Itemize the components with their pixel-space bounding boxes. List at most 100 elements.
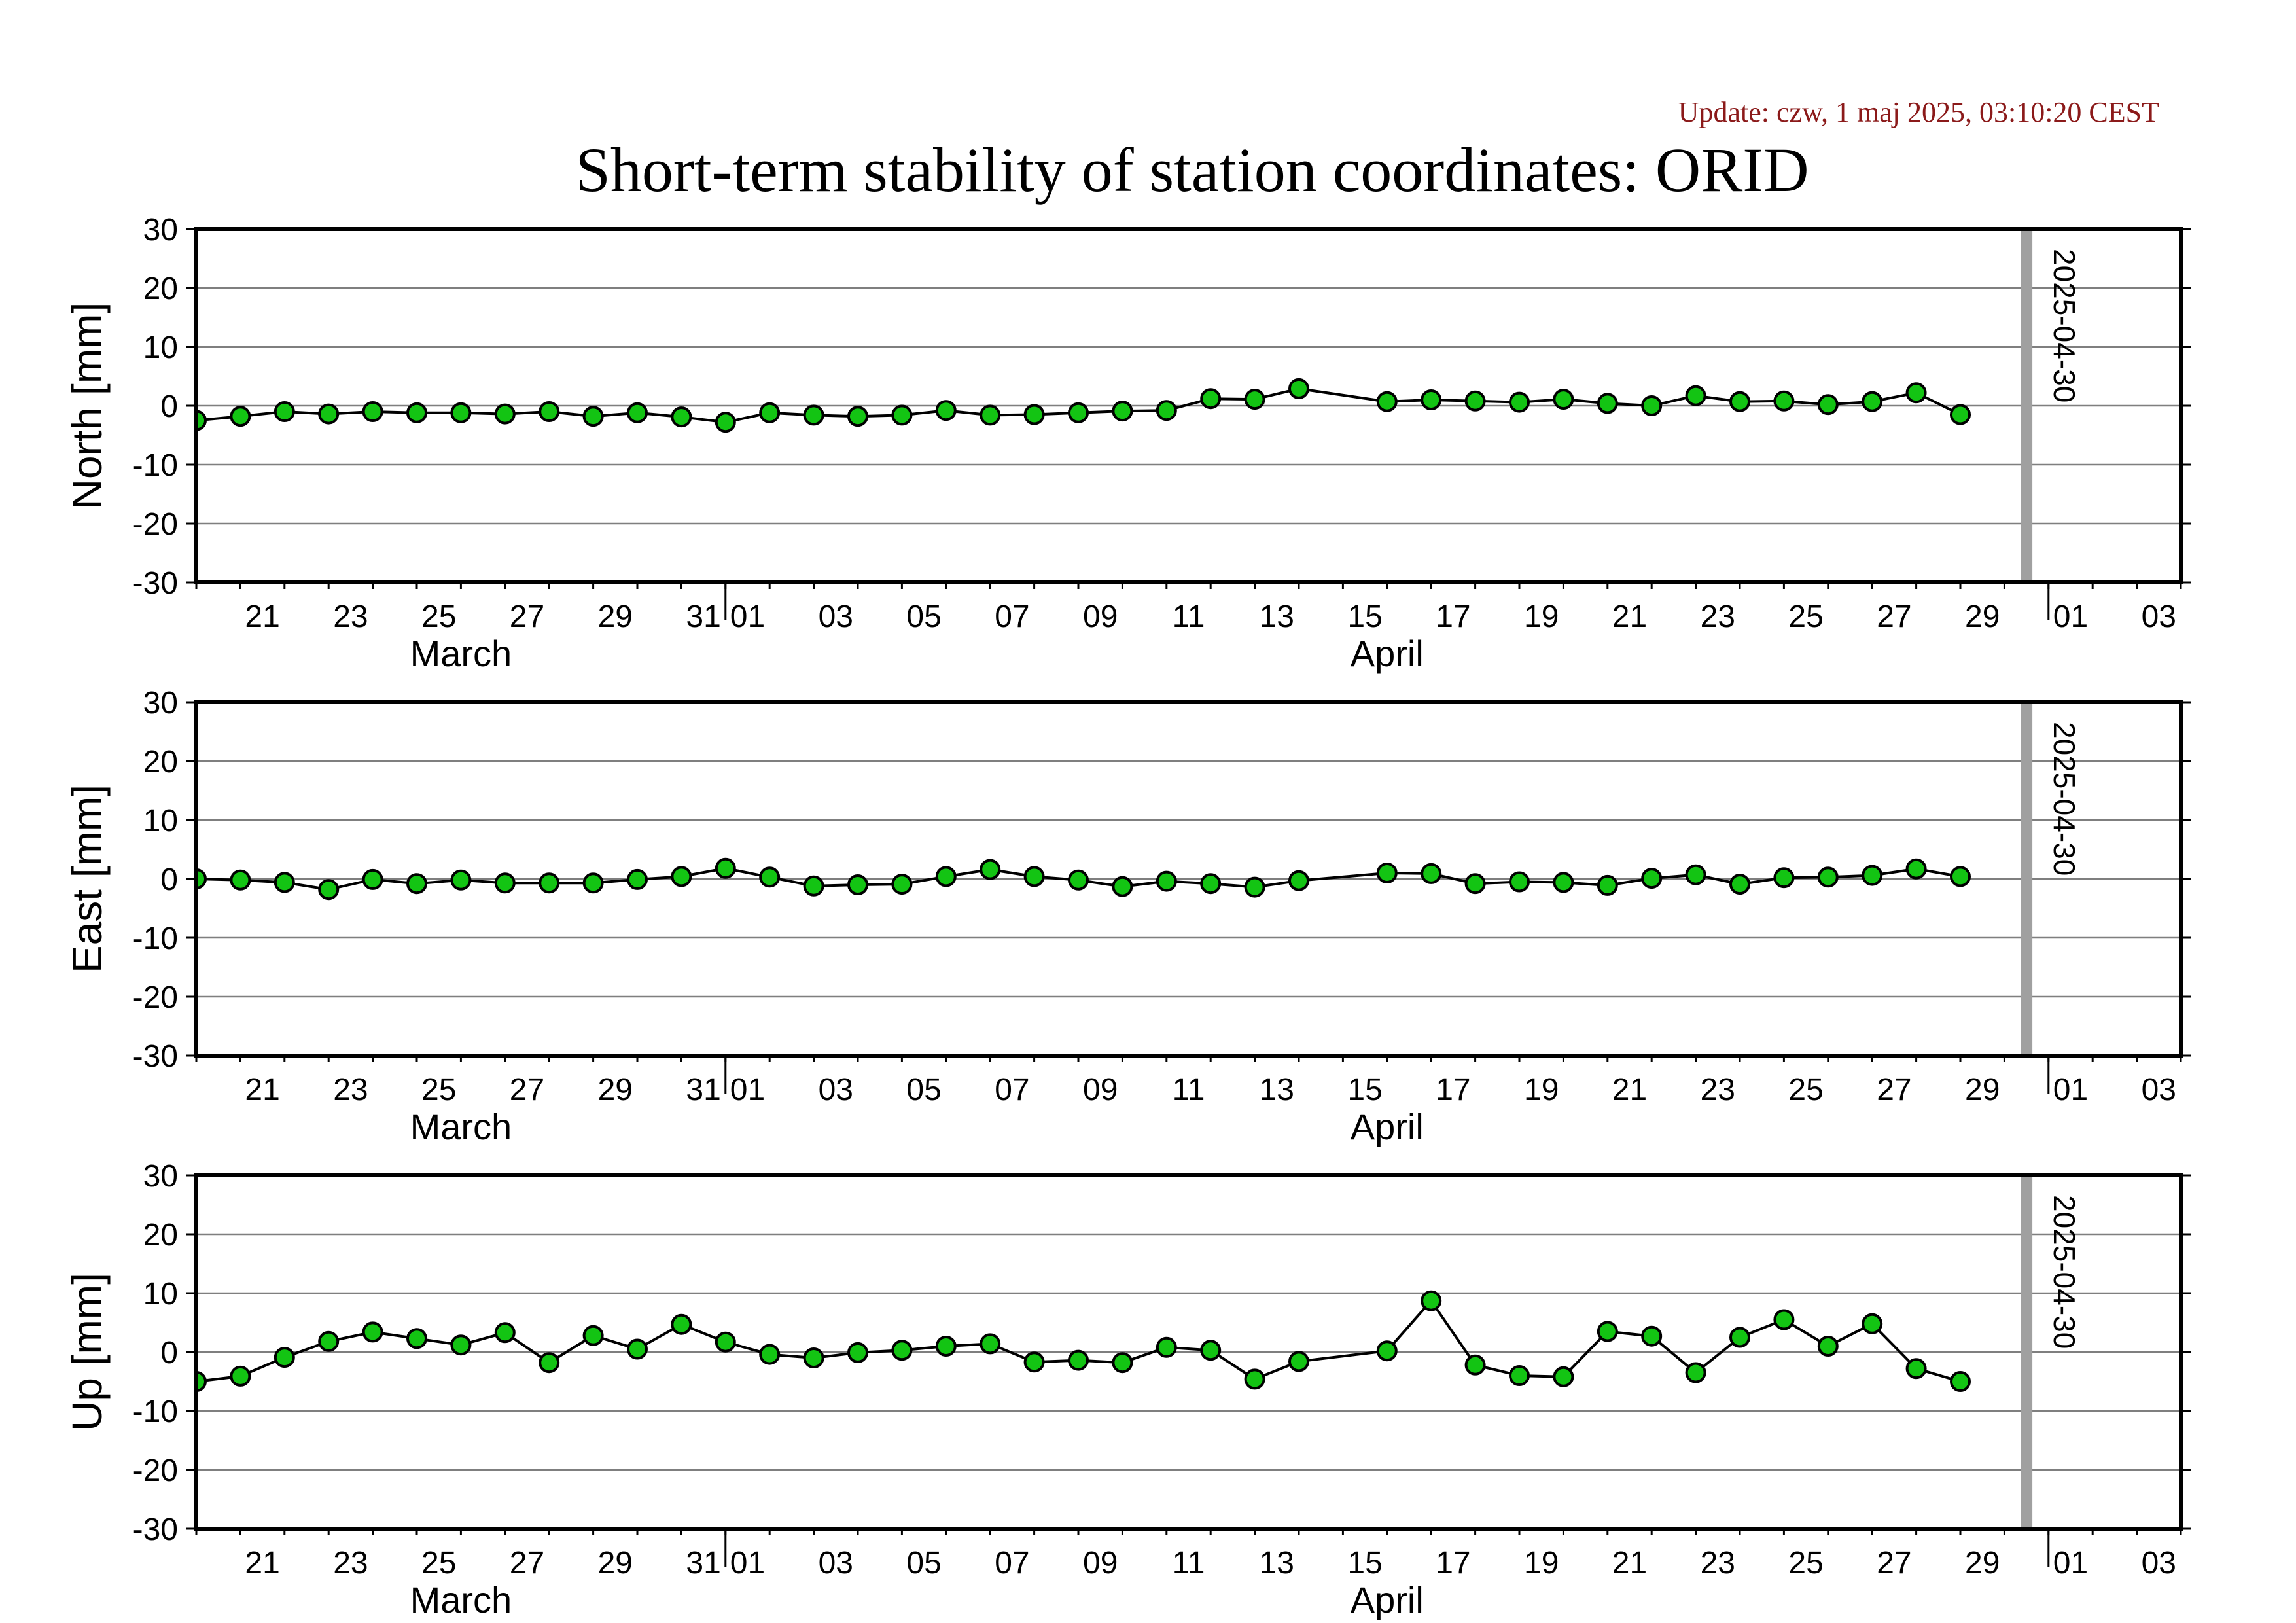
data-point: [627, 1338, 648, 1360]
x-tick-label: 21: [1612, 1073, 1647, 1107]
data-point: [494, 1322, 516, 1344]
x-tick-label: 03: [2142, 1073, 2176, 1107]
data-point: [1553, 1366, 1574, 1387]
data-point: [715, 1331, 736, 1353]
data-point: [1200, 388, 1222, 410]
data-point: [450, 1334, 472, 1356]
data-point: [1421, 1290, 1442, 1311]
data-point: [1376, 863, 1398, 883]
x-tick-label: 25: [421, 599, 456, 634]
y-tick-label: 30: [143, 213, 178, 247]
x-tick-label: 17: [1436, 599, 1470, 634]
data-point: [803, 875, 824, 897]
x-tick-label: 27: [510, 599, 544, 634]
data-point: [1112, 1352, 1133, 1374]
x-tick-label: 23: [1701, 1546, 1735, 1580]
y-axis-label: East [mm]: [63, 785, 111, 973]
x-tick-label: 09: [1083, 1073, 1118, 1107]
series-line: [196, 387, 1961, 424]
data-point: [1200, 873, 1222, 895]
x-tick-label: 09: [1083, 1546, 1118, 1580]
y-tick-label: -30: [133, 1512, 178, 1547]
month-label: April: [1351, 633, 1424, 674]
data-point: [1597, 874, 1618, 896]
x-tick-label: 05: [906, 1073, 941, 1107]
y-tick-label: 20: [143, 1218, 178, 1253]
data-point: [1862, 391, 1883, 412]
update-timestamp: Update: czw, 1 maj 2025, 03:10:20 CEST: [1678, 96, 2159, 128]
data-point: [891, 1340, 913, 1361]
y-tick-label: -30: [133, 566, 178, 601]
x-tick-label: 27: [1877, 1073, 1911, 1107]
data-point: [1729, 1327, 1750, 1348]
data-point: [1068, 869, 1089, 891]
data-point: [362, 401, 383, 422]
x-tick-label: 27: [510, 1073, 544, 1107]
data-point: [196, 410, 207, 431]
data-point: [1288, 1351, 1309, 1372]
x-tick-label: 27: [510, 1546, 544, 1580]
data-point: [318, 879, 340, 901]
y-tick-label: -10: [133, 448, 178, 483]
data-point: [980, 859, 1001, 880]
data-point: [1156, 1336, 1177, 1358]
y-tick-label: 0: [160, 863, 178, 897]
data-point: [1112, 876, 1133, 897]
data-point: [759, 866, 781, 888]
x-tick-label: 01: [730, 1073, 765, 1107]
data-point: [891, 874, 913, 895]
data-point: [935, 400, 957, 421]
chart-panel-2: 30 20 10 0 -10 -20 -30 East [mm] 2025-04-30 21 23 2…: [63, 686, 2191, 1147]
data-point: [1244, 876, 1265, 898]
x-tick-label: 07: [995, 1546, 1029, 1580]
data-point: [196, 1371, 207, 1392]
data-point: [318, 1330, 340, 1352]
x-tick-label: 13: [1260, 1073, 1294, 1107]
x-tick-label: 31: [686, 1073, 720, 1107]
x-tick-label: 15: [1347, 1073, 1382, 1107]
data-point: [1685, 864, 1706, 885]
data-point: [362, 868, 383, 890]
data-point: [1817, 866, 1839, 888]
x-tick-label: 25: [421, 1073, 456, 1107]
x-tick-label: 01: [2053, 1546, 2088, 1580]
data-point: [1200, 1340, 1222, 1361]
data-point: [1641, 1325, 1663, 1347]
data-point: [406, 873, 427, 895]
x-tick-label: 19: [1524, 599, 1559, 634]
y-tick-label: 20: [143, 272, 178, 306]
data-point: [1464, 873, 1486, 895]
data-point: [274, 401, 295, 422]
data-point: [362, 1321, 383, 1343]
data-point: [494, 872, 516, 894]
x-tick-label: 19: [1524, 1073, 1559, 1107]
data-point: [980, 404, 1001, 426]
data-point: [450, 402, 472, 423]
x-tick-label: 03: [2142, 1546, 2176, 1580]
series-line: [196, 1298, 1961, 1383]
y-tick-label: -20: [133, 980, 178, 1015]
x-tick-label: 29: [598, 1546, 633, 1580]
x-tick-label: 05: [906, 1546, 941, 1580]
chart-panel-3: 30 20 10 0 -10 -20 -30 Up [mm] 2025-04-30 21 23 25 2…: [63, 1159, 2191, 1620]
data-point: [1862, 865, 1883, 886]
x-tick-label: 17: [1436, 1073, 1470, 1107]
data-point: [318, 403, 340, 425]
data-point: [803, 404, 824, 426]
data-point: [230, 869, 251, 891]
x-tick-label: 05: [906, 599, 941, 634]
x-tick-label: 21: [1612, 599, 1647, 634]
x-tick-label: 11: [1173, 599, 1205, 634]
y-tick-label: 0: [160, 389, 178, 424]
x-tick-label: 29: [1965, 599, 2000, 634]
x-tick-label: 13: [1260, 1546, 1294, 1580]
data-point: [1553, 389, 1574, 410]
data-point: [759, 402, 781, 423]
data-series: [196, 857, 1971, 901]
data-point: [627, 402, 648, 423]
data-point: [1156, 870, 1177, 892]
y-tick-label: 30: [143, 686, 178, 721]
x-tick-label: 19: [1524, 1546, 1559, 1580]
current-date-line: [2021, 229, 2033, 582]
data-point: [1464, 1354, 1486, 1376]
